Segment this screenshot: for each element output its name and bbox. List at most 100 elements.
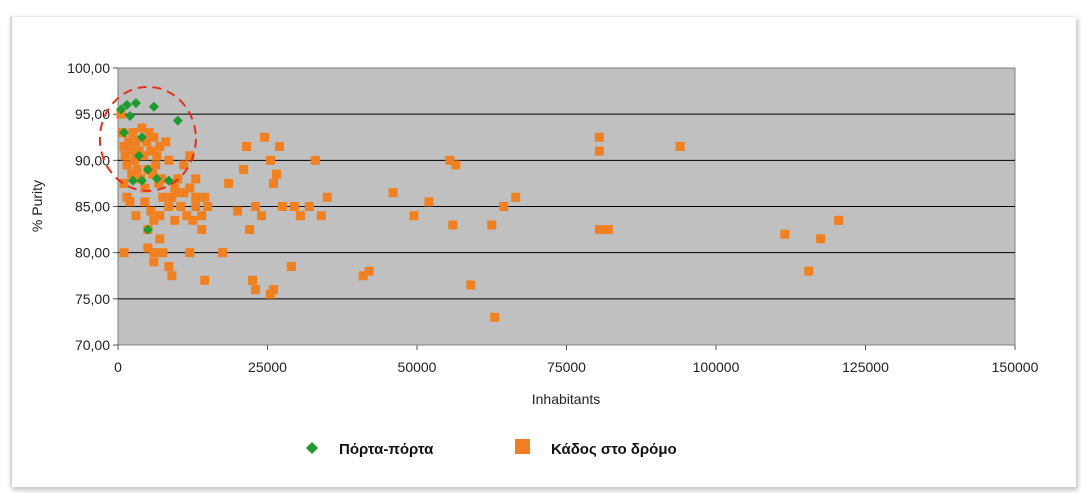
- door-to-door-point: [136, 132, 147, 143]
- street-bin-point: [127, 169, 137, 179]
- street-bin-point: [197, 211, 207, 221]
- x-tick-label: 25000: [248, 359, 287, 375]
- street-bin-point: [316, 211, 326, 221]
- street-bin-point: [124, 137, 134, 147]
- street-bin-point: [364, 266, 374, 276]
- x-axis-ticks: 0 25000 50000 75000 100000 125000 150000: [114, 345, 1039, 375]
- street-bin-point: [242, 141, 252, 151]
- street-bin-point: [780, 229, 790, 239]
- street-bin-point: [197, 225, 207, 235]
- street-bin-point: [268, 178, 278, 188]
- door-to-door-point: [142, 164, 153, 175]
- street-bin-point: [152, 151, 162, 161]
- y-tick-label: 70,00: [75, 337, 110, 353]
- street-bin-point: [149, 257, 159, 267]
- street-bin-point: [191, 202, 201, 211]
- street-bin-point: [675, 141, 685, 151]
- legend: Πόρτα-πόρτα Κάδος στο δρόμο: [306, 439, 677, 458]
- y-tick-label: 95,00: [75, 106, 110, 122]
- door-to-door-point: [151, 173, 162, 184]
- street-bin-point: [200, 275, 210, 285]
- y-tick-label: 90,00: [75, 152, 110, 168]
- street-bin-point: [251, 202, 261, 211]
- y-tick-label: 100,00: [67, 60, 110, 76]
- street-bin-point: [182, 211, 192, 221]
- street-bin-point: [445, 155, 455, 165]
- street-bin-point: [490, 312, 500, 322]
- street-bin-point: [140, 197, 150, 207]
- door-to-door-point: [115, 104, 126, 115]
- street-bin-point: [487, 220, 497, 230]
- highlight-annotation: [98, 85, 197, 192]
- street-bin-point: [251, 285, 261, 295]
- street-bin-point: [594, 132, 604, 142]
- street-bin-point: [185, 151, 195, 161]
- street-bin-point: [125, 146, 135, 156]
- street-bin-point: [409, 211, 419, 221]
- street-bin-point: [149, 248, 159, 258]
- street-bin-point: [804, 266, 814, 276]
- street-bin-point: [130, 155, 140, 165]
- street-bin-point: [265, 289, 275, 299]
- street-bin-point: [151, 160, 161, 170]
- street-bin-point: [140, 183, 150, 193]
- y-tick-label: 75,00: [75, 291, 110, 307]
- y-axis-ticks: 70,00 75,00 80,00 85,00 90,00 95,00 100,00: [67, 60, 118, 353]
- x-tick-label: 75000: [547, 359, 586, 375]
- street-bin-point: [233, 206, 243, 216]
- street-bin-point: [286, 262, 296, 272]
- street-bin-point: [179, 160, 189, 170]
- street-bin-point: [179, 188, 189, 198]
- street-bin-point: [143, 243, 153, 253]
- street-bin-point: [248, 275, 258, 285]
- street-bin-point: [128, 128, 138, 138]
- street-bin-point: [149, 132, 159, 142]
- street-bin-point: [158, 192, 168, 202]
- door-to-door-point: [118, 127, 129, 138]
- street-bin-point: [164, 202, 174, 211]
- street-bin-point: [155, 211, 165, 221]
- street-bin-point: [146, 146, 156, 156]
- street-bin-point: [119, 141, 129, 151]
- street-bin-point: [594, 225, 604, 235]
- legend-label-door-to-door: Πόρτα-πόρτα: [339, 441, 434, 458]
- street-bin-point: [119, 178, 129, 188]
- street-bin-point: [511, 192, 521, 202]
- street-bin-point: [146, 206, 156, 216]
- street-bin-point: [239, 165, 249, 175]
- street-bin-point: [466, 280, 476, 290]
- street-bin-point: [310, 155, 320, 165]
- x-axis-title: Inhabitants: [532, 391, 601, 407]
- street-bin-point: [289, 202, 299, 211]
- x-tick-label: 0: [114, 359, 122, 375]
- street-bin-point: [304, 202, 314, 211]
- street-bin-point: [176, 202, 186, 211]
- street-bin-point: [274, 141, 284, 151]
- street-bin-point: [603, 225, 613, 235]
- street-bin-point: [260, 132, 270, 142]
- door-to-door-point: [148, 101, 159, 112]
- legend-diamond-marker: [306, 442, 318, 454]
- street-bin-point: [448, 220, 458, 230]
- door-to-door-point: [136, 175, 147, 186]
- street-bin-point: [148, 169, 158, 179]
- street-bin-point: [131, 211, 141, 221]
- street-bin-point: [131, 137, 141, 147]
- street-bin-point: [149, 215, 159, 225]
- door-to-door-point: [133, 150, 144, 161]
- street-bin-point: [191, 174, 201, 184]
- street-bin-point: [834, 215, 844, 225]
- street-bin-point: [173, 188, 183, 198]
- street-bin-point: [161, 137, 171, 147]
- door-to-door-point: [127, 175, 138, 186]
- y-axis-title: % Purity: [29, 180, 45, 232]
- y-tick-label: 85,00: [75, 199, 110, 215]
- street-bin-point: [188, 215, 198, 225]
- street-bin-point: [268, 285, 278, 295]
- street-bin-point: [164, 155, 174, 165]
- street-bin-point: [132, 165, 142, 175]
- street-bin-point: [271, 169, 281, 179]
- street-bin-point: [200, 192, 210, 202]
- street-bin-point: [155, 234, 165, 244]
- street-bin-point: [218, 248, 228, 258]
